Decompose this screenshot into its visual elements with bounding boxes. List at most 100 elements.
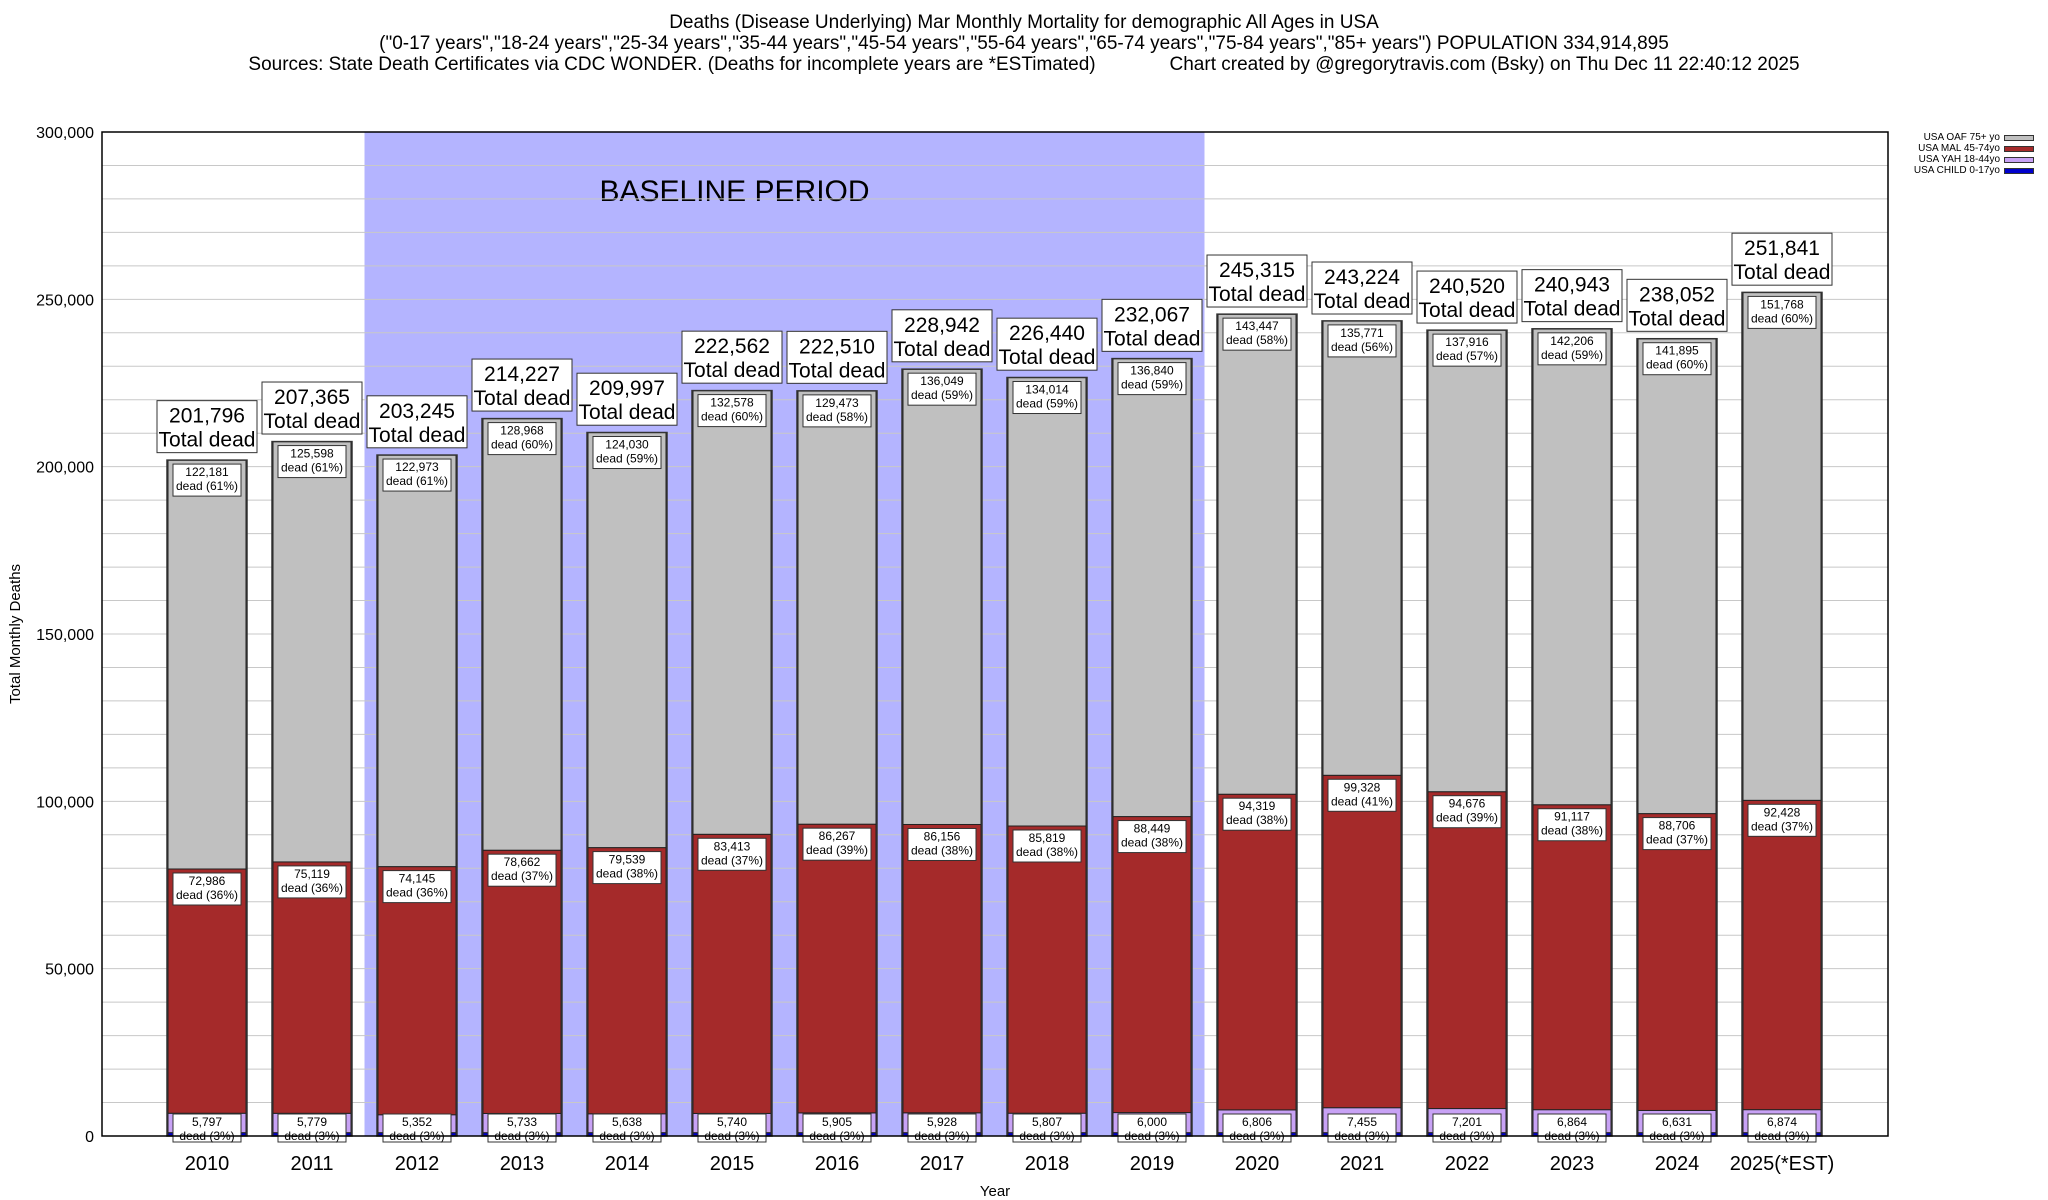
segment-label-box: [382, 1113, 452, 1143]
bar-segment: [1322, 774, 1402, 1109]
bar-segment: [1007, 825, 1087, 1114]
legend-label-oaf: USA OAF 75+ yo: [1923, 132, 2000, 143]
segment-label-box: [907, 372, 977, 406]
legend-label-yah: USA YAH 18-44yo: [1918, 154, 2000, 165]
segment-label-box: [1327, 778, 1397, 812]
total-value-label: 207,365: [274, 386, 350, 409]
total-label-box: [471, 358, 573, 412]
bar-segment: [1112, 816, 1192, 1114]
segment-label-box: [1537, 808, 1607, 842]
segment-label-box: [1222, 317, 1292, 351]
bar-segment: [1322, 320, 1402, 776]
total-label-box: [891, 309, 993, 363]
x-tick-label: 2021: [1340, 1153, 1385, 1175]
total-label-box: [576, 372, 678, 426]
segment-label-box: [592, 436, 662, 470]
plot-frame: [101, 131, 1889, 1137]
x-tick-label: 2017: [920, 1153, 965, 1175]
segment-value-label: 78,662: [504, 855, 541, 869]
segment-label-box: [172, 1113, 242, 1143]
segment-value-label: 6,864: [1557, 1115, 1587, 1129]
segment-value-label: 136,049: [920, 374, 964, 388]
total-label-box: [261, 381, 363, 435]
segment-pct-label: dead (58%): [806, 410, 868, 424]
segment-value-label: 136,840: [1130, 364, 1174, 378]
legend-label-mal: USA MAL 45-74yo: [1918, 143, 2000, 154]
segment-value-label: 5,352: [402, 1115, 432, 1129]
bar-segment: [1112, 358, 1192, 818]
segment-value-label: 141,895: [1655, 344, 1699, 358]
y-tick-label: 200,000: [36, 460, 94, 477]
segment-value-label: 135,771: [1340, 326, 1384, 340]
total-label-box: [1206, 254, 1308, 308]
segment-pct-label: dead (41%): [1331, 794, 1393, 808]
segment-label-box: [1222, 797, 1292, 831]
segment-label-box: [1012, 1113, 1082, 1143]
total-value-label: 243,224: [1324, 266, 1400, 289]
segment-label-box: [697, 394, 767, 428]
bar-segment: [797, 390, 877, 825]
segment-pct-label: dead (36%): [281, 881, 343, 895]
chart-title: Deaths (Disease Underlying) Mar Monthly …: [669, 12, 1379, 33]
segment-label-box: [907, 1113, 977, 1143]
legend-swatch-mal: [2004, 146, 2034, 152]
y-tick-label: 150,000: [36, 627, 94, 644]
legend-swatch-oaf: [2004, 135, 2034, 141]
total-value-label: 245,315: [1219, 259, 1295, 282]
total-value-label: 226,440: [1009, 322, 1085, 345]
total-value-label: 228,942: [904, 314, 980, 337]
segment-value-label: 75,119: [294, 867, 330, 881]
total-label-box: [366, 395, 468, 449]
segment-label-box: [1747, 803, 1817, 837]
y-tick-label: 50,000: [45, 962, 94, 979]
segment-value-label: 92,428: [1764, 805, 1801, 819]
total-suffix-label: Total dead: [1524, 298, 1621, 321]
segment-pct-label: dead (37%): [1646, 833, 1708, 847]
segment-value-label: 5,905: [822, 1115, 852, 1129]
legend-label-child: USA CHILD 0-17yo: [1913, 165, 2000, 176]
segment-value-label: 5,740: [717, 1115, 747, 1129]
segment-value-label: 5,807: [1032, 1115, 1062, 1129]
segment-label-box: [1642, 1113, 1712, 1143]
bar-segment: [482, 849, 562, 1114]
bar-segment: [1427, 791, 1507, 1110]
bar-segment: [692, 833, 772, 1114]
segment-value-label: 142,206: [1550, 334, 1594, 348]
segment-label-box: [1642, 342, 1712, 376]
segment-pct-label: dead (36%): [176, 888, 238, 902]
segment-value-label: 83,413: [714, 839, 751, 853]
total-suffix-label: Total dead: [1209, 283, 1306, 306]
total-label-box: [1416, 270, 1518, 324]
bar-segment: [1427, 329, 1507, 793]
total-suffix-label: Total dead: [474, 387, 571, 410]
segment-label-box: [487, 853, 557, 887]
segment-pct-label: dead (59%): [1121, 378, 1183, 392]
segment-value-label: 88,706: [1659, 819, 1696, 833]
bar-segment: [1532, 328, 1612, 806]
segment-pct-label: dead (38%): [596, 867, 658, 881]
total-label-box: [681, 330, 783, 384]
total-suffix-label: Total dead: [684, 359, 781, 382]
segment-label-box: [277, 445, 347, 479]
x-tick-label: 2020: [1235, 1153, 1280, 1175]
y-tick-label: 300,000: [36, 125, 94, 142]
segment-value-label: 122,181: [185, 465, 229, 479]
baseline-period-label: BASELINE PERIOD: [599, 175, 869, 208]
segment-value-label: 91,117: [1554, 810, 1590, 824]
segment-value-label: 132,578: [710, 396, 754, 410]
total-label-box: [996, 317, 1098, 371]
y-axis-label: Total Monthly Deaths: [7, 564, 24, 704]
x-tick-label: 2019: [1130, 1153, 1175, 1175]
segment-value-label: 85,819: [1029, 831, 1066, 845]
segment-pct-label: dead (59%): [911, 388, 973, 402]
segment-label-box: [382, 458, 452, 492]
bar-segment: [482, 418, 562, 851]
segment-value-label: 143,447: [1235, 319, 1279, 333]
total-suffix-label: Total dead: [159, 429, 256, 452]
segment-label-box: [1012, 829, 1082, 863]
segment-label-box: [802, 827, 872, 861]
bar-segment: [587, 847, 667, 1115]
segment-pct-label: dead (38%): [1541, 824, 1603, 838]
segment-label-box: [697, 837, 767, 871]
chart-subtitle: ("0-17 years","18-24 years","25-34 years…: [379, 33, 1669, 54]
